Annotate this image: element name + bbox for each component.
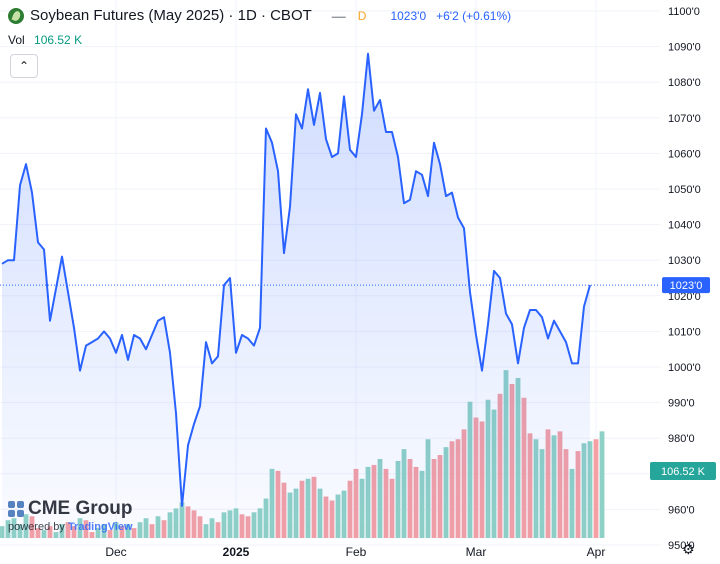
y-tick-label: 1040'0 (668, 220, 701, 232)
y-tick-label: 980'0 (668, 433, 695, 445)
collapse-legend-button[interactable]: ⌃ (10, 54, 38, 78)
y-tick-label: 1030'0 (668, 255, 701, 267)
volume-bar (599, 431, 605, 538)
y-tick-label: 1060'0 (668, 148, 701, 160)
x-tick-label: Mar (466, 545, 487, 559)
price-change: +6'2 (+0.61%) (436, 8, 512, 23)
y-tick-label: 990'0 (668, 398, 695, 410)
last-price-label: 1023'0 (670, 280, 703, 292)
cme-group-watermark: CME Group (8, 498, 133, 520)
y-tick-label: 1010'0 (668, 326, 701, 338)
x-tick-label: Feb (346, 545, 367, 559)
price-area (2, 53, 590, 540)
volume-value: 106.52 K (34, 33, 83, 47)
powered-by-text: powered by (8, 521, 65, 533)
y-tick-label: 960'0 (668, 504, 695, 516)
y-tick-label: 1070'0 (668, 113, 701, 125)
separator-dash: — (331, 7, 346, 24)
settings-gear-icon[interactable]: ⚙ (682, 541, 695, 557)
x-tick-label: Dec (105, 545, 126, 559)
volume-label: Vol (8, 33, 25, 47)
price-line (1, 52, 591, 507)
data-status-marker: D (357, 8, 367, 23)
y-tick-label: 1100'0 (668, 6, 700, 18)
symbol-title[interactable]: Soybean Futures (May 2025) · 1D · CBOT (30, 7, 312, 24)
cme-brand-text: CME Group (28, 498, 133, 519)
y-tick-label: 1000'0 (668, 362, 701, 374)
x-tick-label: 2025 (223, 545, 250, 559)
x-tick-label: Apr (587, 545, 606, 559)
y-tick-label: 1080'0 (668, 77, 701, 89)
chevron-up-icon: ⌃ (18, 59, 30, 73)
powered-by-tradingview[interactable]: powered by TradingView (8, 521, 133, 533)
volume-bar (593, 439, 599, 538)
chart-header: Soybean Futures (May 2025) · 1D · CBOT —… (8, 7, 511, 24)
y-tick-label: 1090'0 (668, 42, 701, 54)
y-tick-label: 1050'0 (668, 184, 701, 196)
soybean-logo-icon (8, 7, 24, 24)
tradingview-text: TradingView (67, 521, 133, 533)
volume-legend: Vol 106.52 K (8, 33, 82, 47)
last-price-label-bg (662, 277, 710, 294)
cme-globe-icon (8, 501, 24, 517)
volume-label-bg (650, 462, 716, 480)
volume-axis-label: 106.52 K (661, 466, 706, 478)
y-tick-label: 950'0 (668, 540, 695, 552)
last-price: 1023'0 (390, 8, 427, 23)
y-tick-label: 1020'0 (668, 291, 701, 303)
